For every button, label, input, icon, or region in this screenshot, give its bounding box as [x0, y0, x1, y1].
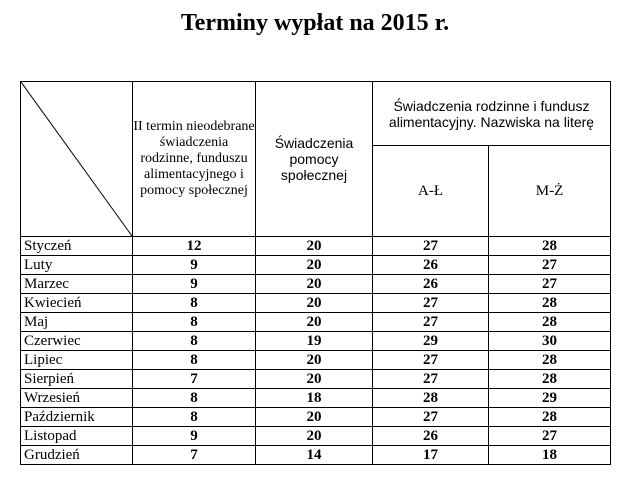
value-cell: 28	[488, 407, 611, 427]
month-cell: Październik	[20, 407, 133, 427]
header-social-assistance: Świadczenia pomocy społecznej	[255, 81, 373, 237]
value-cell: 20	[255, 350, 373, 370]
value-cell: 9	[132, 426, 256, 446]
value-cell: 8	[132, 293, 256, 313]
value-cell: 27	[372, 236, 489, 256]
value-cell: 27	[372, 407, 489, 427]
value-cell: 27	[372, 369, 489, 389]
table-row: Maj 8 20 27 28	[20, 312, 611, 332]
value-cell: 8	[132, 388, 256, 408]
value-cell: 20	[255, 274, 373, 294]
value-cell: 29	[488, 388, 611, 408]
month-cell: Listopad	[20, 426, 133, 446]
value-cell: 17	[372, 445, 489, 465]
month-cell: Grudzień	[20, 445, 133, 465]
table-row: Sierpień 7 20 27 28	[20, 369, 611, 389]
value-cell: 28	[488, 312, 611, 332]
value-cell: 12	[132, 236, 256, 256]
value-cell: 20	[255, 407, 373, 427]
header-a-l: A-Ł	[372, 145, 489, 237]
month-cell: Czerwiec	[20, 331, 133, 351]
value-cell: 7	[132, 369, 256, 389]
value-cell: 27	[488, 255, 611, 275]
table-row: Kwiecień 8 20 27 28	[20, 293, 611, 313]
value-cell: 26	[372, 274, 489, 294]
diagonal-line	[21, 82, 132, 236]
value-cell: 8	[132, 312, 256, 332]
value-cell: 26	[372, 255, 489, 275]
value-cell: 8	[132, 331, 256, 351]
table-row: Grudzień 7 14 17 18	[20, 445, 611, 465]
value-cell: 20	[255, 426, 373, 446]
month-cell: Luty	[20, 255, 133, 275]
month-cell: Wrzesień	[20, 388, 133, 408]
page-title: Terminy wypłat na 2015 r.	[180, 10, 450, 36]
table-row: Wrzesień 8 18 28 29	[20, 388, 611, 408]
table-row: Marzec 9 20 26 27	[20, 274, 611, 294]
table-row: Czerwiec 8 19 29 30	[20, 331, 611, 351]
month-cell: Marzec	[20, 274, 133, 294]
month-cell: Sierpień	[20, 369, 133, 389]
corner-cell	[20, 81, 133, 237]
value-cell: 28	[488, 236, 611, 256]
value-cell: 19	[255, 331, 373, 351]
header-family-benefits: Świadczenia rodzinne i fundusz alimentac…	[372, 80, 611, 147]
value-cell: 20	[255, 293, 373, 313]
value-cell: 28	[488, 293, 611, 313]
header-second-term: II termin nieodebrane świadczenia rodzin…	[132, 81, 256, 237]
value-cell: 9	[132, 274, 256, 294]
table-row: Styczeń 12 20 27 28	[20, 236, 611, 256]
value-cell: 20	[255, 312, 373, 332]
month-cell: Maj	[20, 312, 133, 332]
value-cell: 8	[132, 407, 256, 427]
value-cell: 20	[255, 255, 373, 275]
value-cell: 9	[132, 255, 256, 275]
month-cell: Kwiecień	[20, 293, 133, 313]
value-cell: 28	[372, 388, 489, 408]
month-cell: Styczeń	[20, 236, 133, 256]
table-row: Luty 9 20 26 27	[20, 255, 611, 275]
value-cell: 27	[488, 426, 611, 446]
value-cell: 18	[488, 445, 611, 465]
value-cell: 18	[255, 388, 373, 408]
value-cell: 20	[255, 236, 373, 256]
value-cell: 28	[488, 350, 611, 370]
table-row: Lipiec 8 20 27 28	[20, 350, 611, 370]
value-cell: 27	[372, 293, 489, 313]
value-cell: 8	[132, 350, 256, 370]
value-cell: 30	[488, 331, 611, 351]
value-cell: 27	[488, 274, 611, 294]
table-row: Październik 8 20 27 28	[20, 407, 611, 427]
value-cell: 27	[372, 312, 489, 332]
value-cell: 29	[372, 331, 489, 351]
payment-schedule-table: II termin nieodebrane świadczenia rodzin…	[20, 80, 611, 465]
value-cell: 27	[372, 350, 489, 370]
table-row: Listopad 9 20 26 27	[20, 426, 611, 446]
value-cell: 28	[488, 369, 611, 389]
value-cell: 7	[132, 445, 256, 465]
header-m-z: M-Ż	[488, 145, 611, 237]
value-cell: 14	[255, 445, 373, 465]
value-cell: 26	[372, 426, 489, 446]
month-cell: Lipiec	[20, 350, 133, 370]
value-cell: 20	[255, 369, 373, 389]
